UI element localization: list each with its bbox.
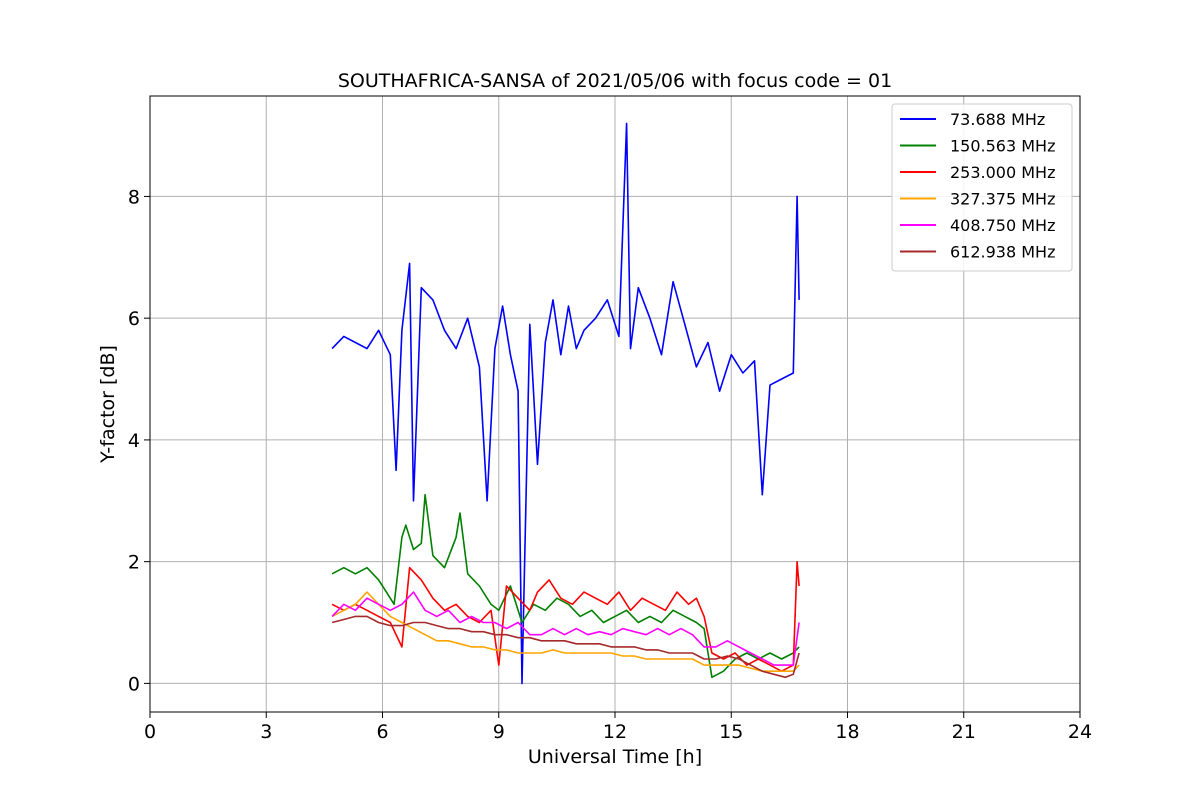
x-tick-label: 6 bbox=[376, 721, 388, 743]
legend-label-3: 327.375 MHz bbox=[950, 190, 1055, 209]
x-tick-label: 21 bbox=[952, 721, 976, 743]
series-line-5 bbox=[331, 615, 800, 679]
legend-label-2: 253.000 MHz bbox=[950, 163, 1055, 182]
series-layer bbox=[331, 122, 800, 685]
x-tick-label: 18 bbox=[835, 721, 859, 743]
x-axis-label: Universal Time [h] bbox=[528, 746, 702, 768]
x-tick-label: 24 bbox=[1068, 721, 1092, 743]
y-tick-label: 6 bbox=[128, 308, 140, 330]
chart-title: SOUTHAFRICA-SANSA of 2021/05/06 with foc… bbox=[338, 70, 892, 92]
x-tick-label: 0 bbox=[144, 721, 156, 743]
x-tick-label: 9 bbox=[493, 721, 505, 743]
x-tick-label: 15 bbox=[719, 721, 743, 743]
legend: 73.688 MHz 150.563 MHz 253.000 MHz 327.375 … bbox=[891, 103, 1073, 272]
legend-label-1: 150.563 MHz bbox=[950, 137, 1055, 156]
legend-box bbox=[891, 103, 1073, 272]
series-line-4 bbox=[331, 591, 800, 666]
y-axis-label: Y-factor [dB] bbox=[97, 345, 119, 464]
legend-label-5: 612.938 MHz bbox=[950, 243, 1055, 262]
y-tick-label: 8 bbox=[128, 186, 140, 208]
legend-label-0: 73.688 MHz bbox=[950, 110, 1045, 129]
x-tick-label: 12 bbox=[603, 721, 627, 743]
y-tick-label: 2 bbox=[128, 552, 140, 574]
series-line-3 bbox=[331, 591, 800, 673]
series-line-1 bbox=[331, 493, 800, 679]
series-line-0 bbox=[331, 122, 800, 685]
x-tick-label: 3 bbox=[260, 721, 272, 743]
y-tick-label: 0 bbox=[128, 673, 140, 695]
legend-label-4: 408.750 MHz bbox=[950, 216, 1055, 235]
y-tick-label: 4 bbox=[128, 430, 140, 452]
series-line-2 bbox=[331, 560, 800, 673]
